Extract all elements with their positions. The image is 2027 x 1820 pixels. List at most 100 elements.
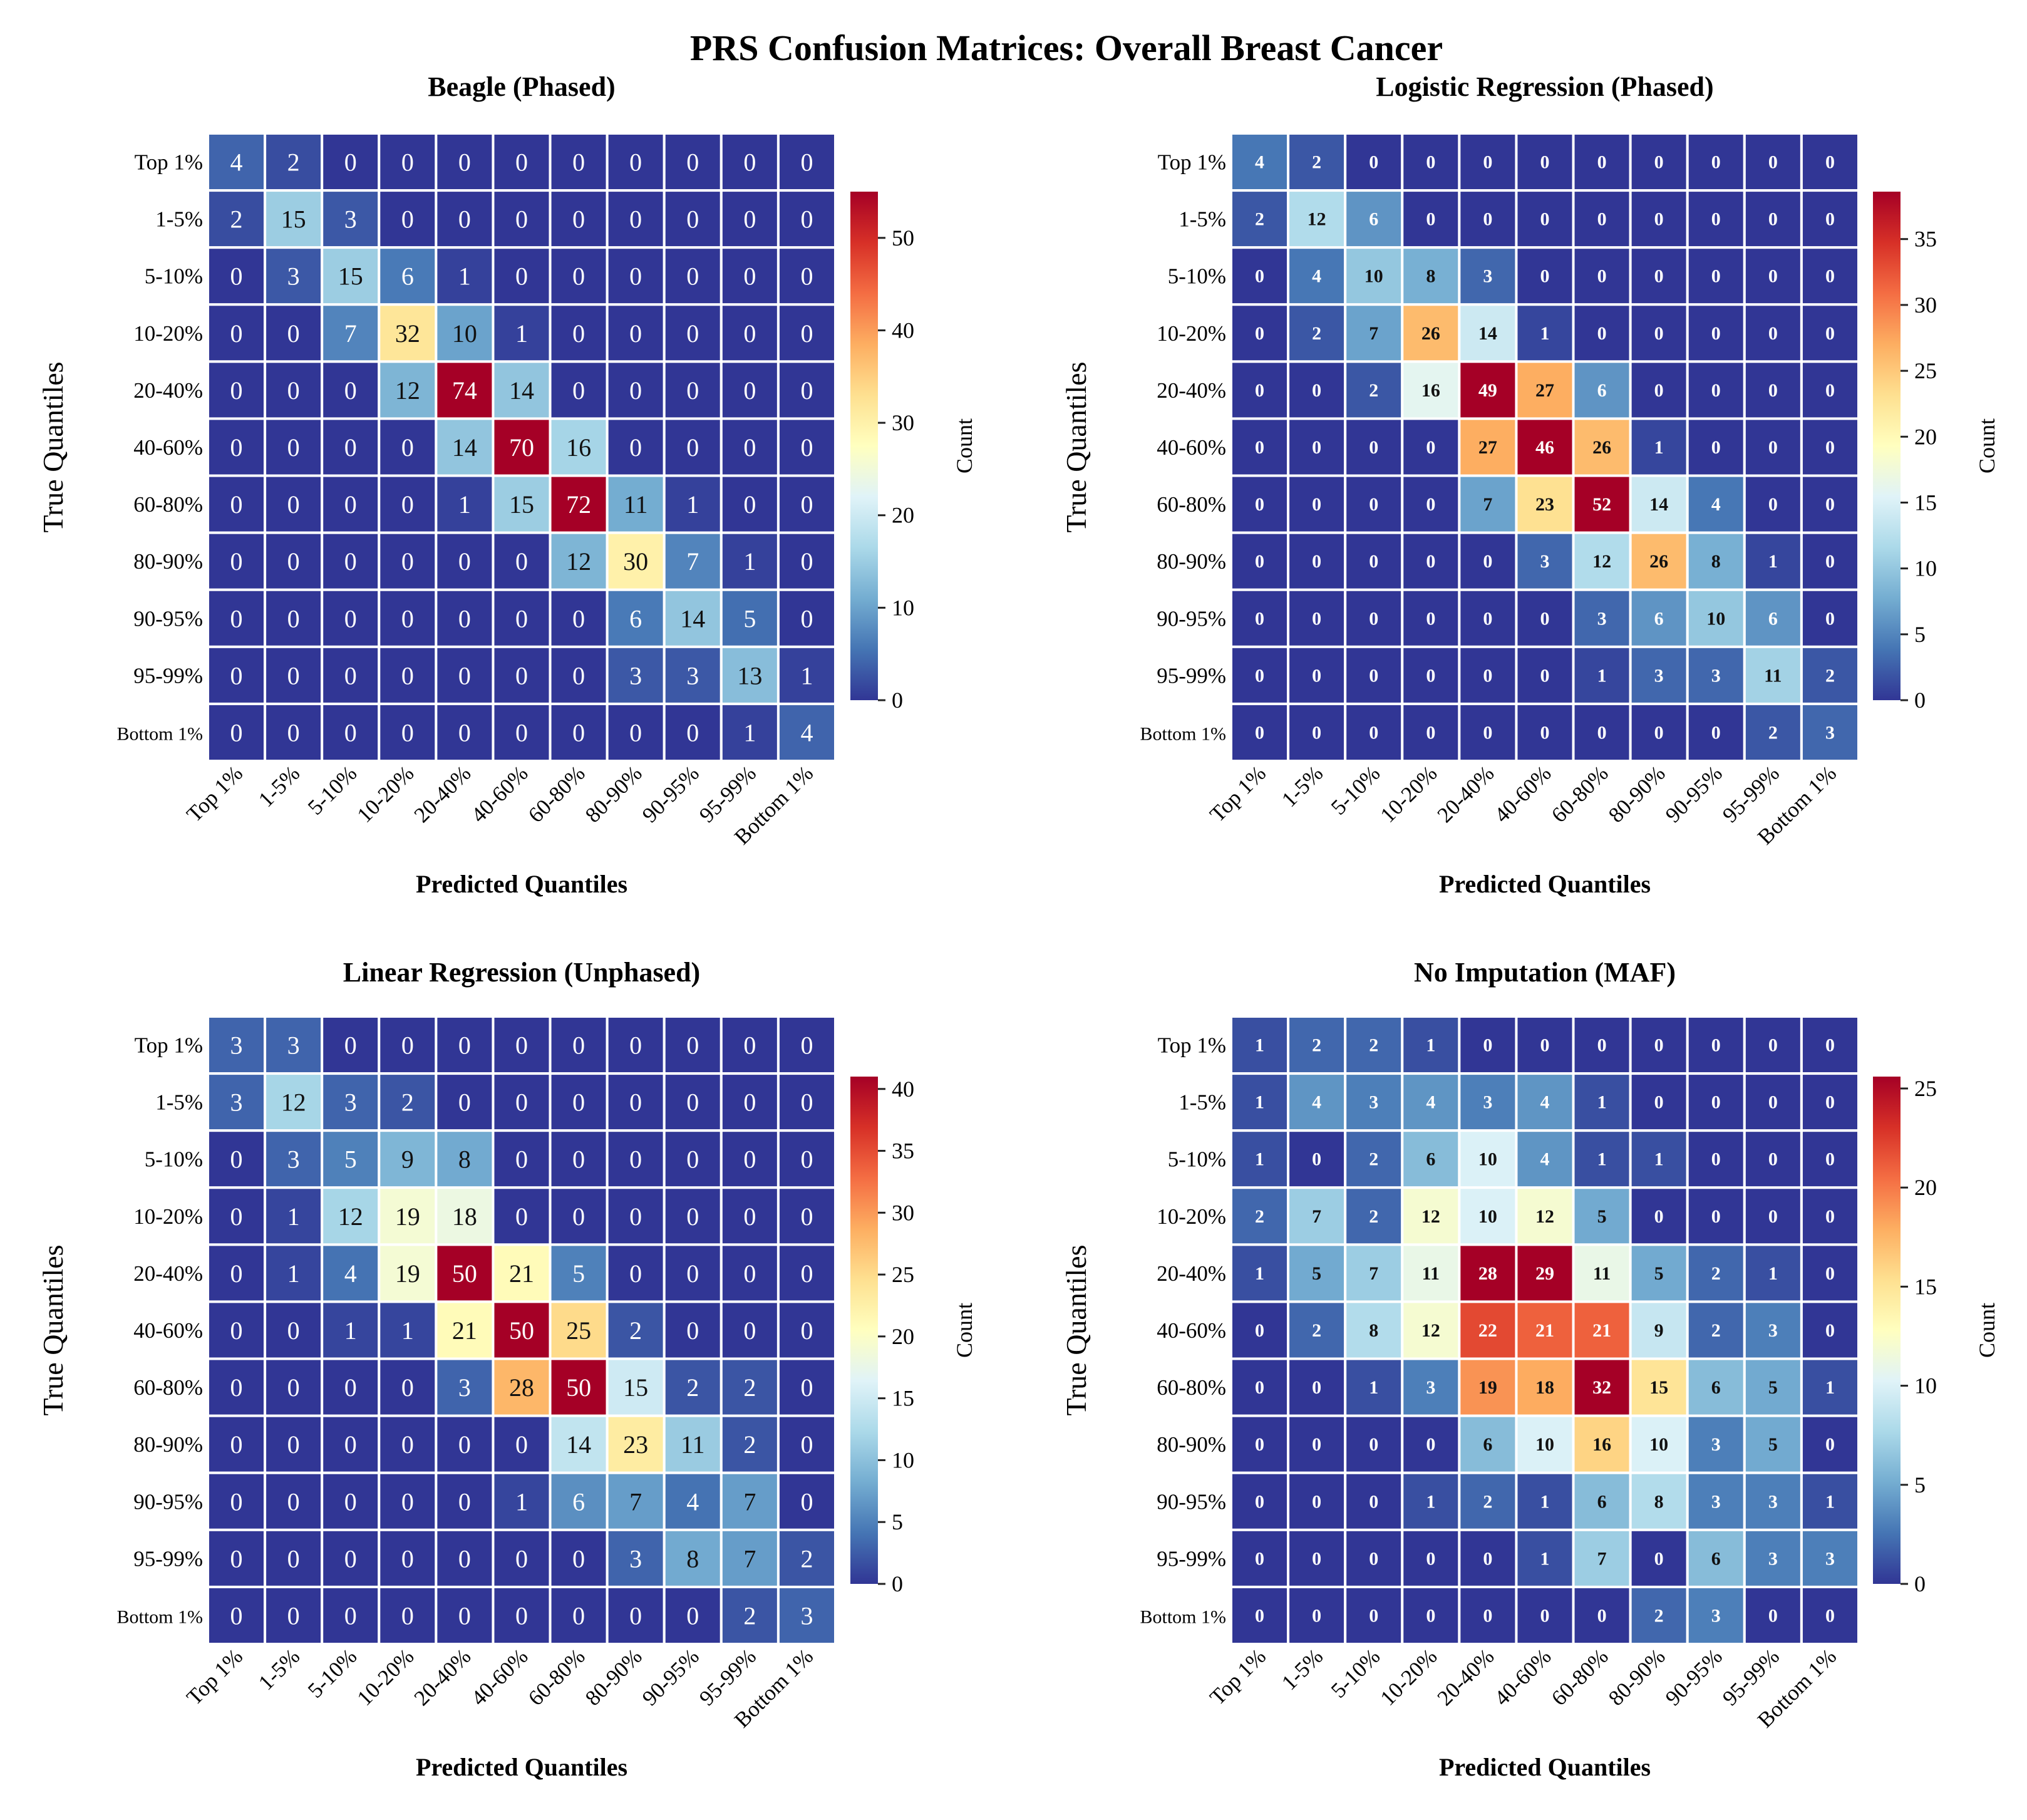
heatmap-cell	[720, 1072, 780, 1132]
cell-value-label: 0	[1540, 665, 1550, 686]
cell-value-label: 16	[1592, 1434, 1611, 1455]
heatmap-cell	[1629, 702, 1689, 762]
cell-value-label: 12	[1421, 1320, 1440, 1341]
cell-value-label: 0	[344, 1430, 357, 1459]
colorbar-tick-label: 25	[1914, 358, 1937, 383]
cell-value-label: 0	[1654, 380, 1664, 401]
cell-value-label: 0	[1768, 152, 1778, 173]
heatmap-cell	[606, 588, 666, 648]
cell-value-label: 0	[515, 604, 528, 633]
cell-value-label: 16	[1421, 380, 1440, 401]
cell-value-label: 0	[230, 262, 243, 291]
cell-value-label: 0	[1255, 266, 1264, 287]
cell-value-label: 0	[515, 1430, 528, 1459]
cell-value-label: 46	[1535, 437, 1554, 458]
heatmap-cell	[663, 645, 723, 705]
cell-value-label: 1	[1825, 1377, 1835, 1398]
heatmap-cell	[492, 1414, 552, 1474]
cell-value-label: 0	[1426, 437, 1435, 458]
heatmap-cells: 4 2 0 0 0 0 0 0 0 0 02 15 3 0 0 0 0 0 0 0 00 3 15 6 1 0 0 0 0 0 00 0 7 32…	[207, 132, 837, 762]
colorbar-gradient	[1873, 1077, 1901, 1584]
cell-value-label: 0	[1483, 1548, 1492, 1569]
cell-value-label: 0	[287, 604, 300, 633]
cell-value-label: 13	[737, 661, 762, 690]
x-tick-label: 1-5%	[254, 1644, 304, 1695]
cell-value-label: 0	[230, 661, 243, 690]
heatmap-cell	[606, 702, 666, 762]
cell-value-label: 3	[458, 1373, 471, 1402]
x-tick-label: 90-95%	[637, 761, 704, 827]
cell-value-label: 11	[681, 1430, 705, 1459]
cell-value-label: 0	[629, 1145, 642, 1174]
cell-value-label: 0	[1711, 209, 1721, 230]
cell-value-label: 0	[401, 205, 414, 234]
cell-value-label: 0	[800, 490, 813, 519]
heatmap-cell	[1572, 702, 1632, 762]
heatmap-cell	[1572, 474, 1632, 534]
heatmap-cell	[207, 360, 267, 420]
cell-value-label: 0	[743, 262, 756, 291]
cell-value-label: 3	[1426, 1377, 1435, 1398]
heatmap-cell	[264, 1072, 324, 1132]
heatmap-cell	[606, 1585, 666, 1646]
cell-value-label: 0	[1540, 152, 1550, 173]
cell-value-label: 0	[1768, 1206, 1778, 1227]
heatmap-cell	[207, 531, 267, 591]
heatmap-cell	[549, 246, 609, 306]
cell-value-label: 0	[1483, 551, 1492, 572]
cell-value-label: 0	[572, 148, 585, 177]
x-tick-label: 10-20%	[1376, 1644, 1442, 1710]
heatmap-cell	[1572, 1129, 1632, 1189]
cell-value-label: 0	[344, 148, 357, 177]
heatmap-cell	[1629, 1300, 1689, 1360]
x-tick-label: 90-95%	[1661, 761, 1727, 827]
heatmap-cell	[321, 189, 381, 249]
cell-value-label: 0	[230, 718, 243, 747]
colorbar: 0 10 20 30 40 50 Count	[850, 192, 977, 713]
cell-value-label: 0	[1369, 665, 1378, 686]
x-tick-label: 80-90%	[580, 1644, 647, 1710]
heatmap-cell	[1344, 1300, 1404, 1360]
cell-value-label: 0	[458, 148, 471, 177]
x-tick-label: 1-5%	[1277, 1644, 1328, 1695]
heatmap-cell	[1515, 132, 1575, 192]
heatmap-cell	[776, 1414, 837, 1474]
heatmap-cell	[776, 360, 837, 420]
cell-value-label: 0	[230, 433, 243, 462]
heatmap-cell	[1800, 360, 1860, 420]
y-tick-label: 60-80%	[1157, 492, 1226, 517]
cell-value-label: 50	[509, 1316, 534, 1345]
y-tick-label: 80-90%	[1157, 549, 1226, 574]
cell-value-label: 8	[686, 1544, 699, 1573]
cell-value-label: 0	[629, 718, 642, 747]
cell-value-label: 0	[1768, 323, 1778, 344]
heatmap-cell	[1344, 1357, 1404, 1417]
heatmap-cell	[1800, 1414, 1860, 1474]
heatmap-cell	[776, 132, 837, 192]
cell-value-label: 0	[230, 490, 243, 519]
heatmap-cell	[378, 645, 438, 705]
cell-value-label: 0	[572, 1145, 585, 1174]
heatmap-cell	[720, 1471, 780, 1531]
cell-value-label: 1	[1255, 1092, 1264, 1113]
cell-value-label: 14	[1649, 494, 1668, 515]
y-tick-label: 80-90%	[133, 1432, 203, 1457]
heatmap-cell	[321, 588, 381, 648]
cell-value-label: 0	[743, 1145, 756, 1174]
cell-value-label: 1	[458, 490, 471, 519]
heatmap-cell	[776, 702, 837, 762]
heatmap-cell	[1287, 246, 1347, 306]
cell-value-label: 0	[572, 262, 585, 291]
heatmap-cell	[1572, 303, 1632, 363]
heatmap-cell	[549, 1528, 609, 1588]
cell-value-label: 0	[344, 1601, 357, 1630]
x-tick-label: 40-60%	[467, 761, 533, 827]
heatmap-cell	[1686, 1072, 1746, 1132]
heatmap-cell	[1287, 1129, 1347, 1189]
cell-value-label: 0	[230, 1601, 243, 1630]
x-tick-label: 60-80%	[524, 1644, 590, 1710]
colorbar-tick-label: 40	[892, 1077, 914, 1102]
panel-title: Linear Regression (Unphased)	[343, 957, 700, 988]
cell-value-label: 0	[1255, 1605, 1264, 1626]
cell-value-label: 0	[458, 1487, 471, 1516]
